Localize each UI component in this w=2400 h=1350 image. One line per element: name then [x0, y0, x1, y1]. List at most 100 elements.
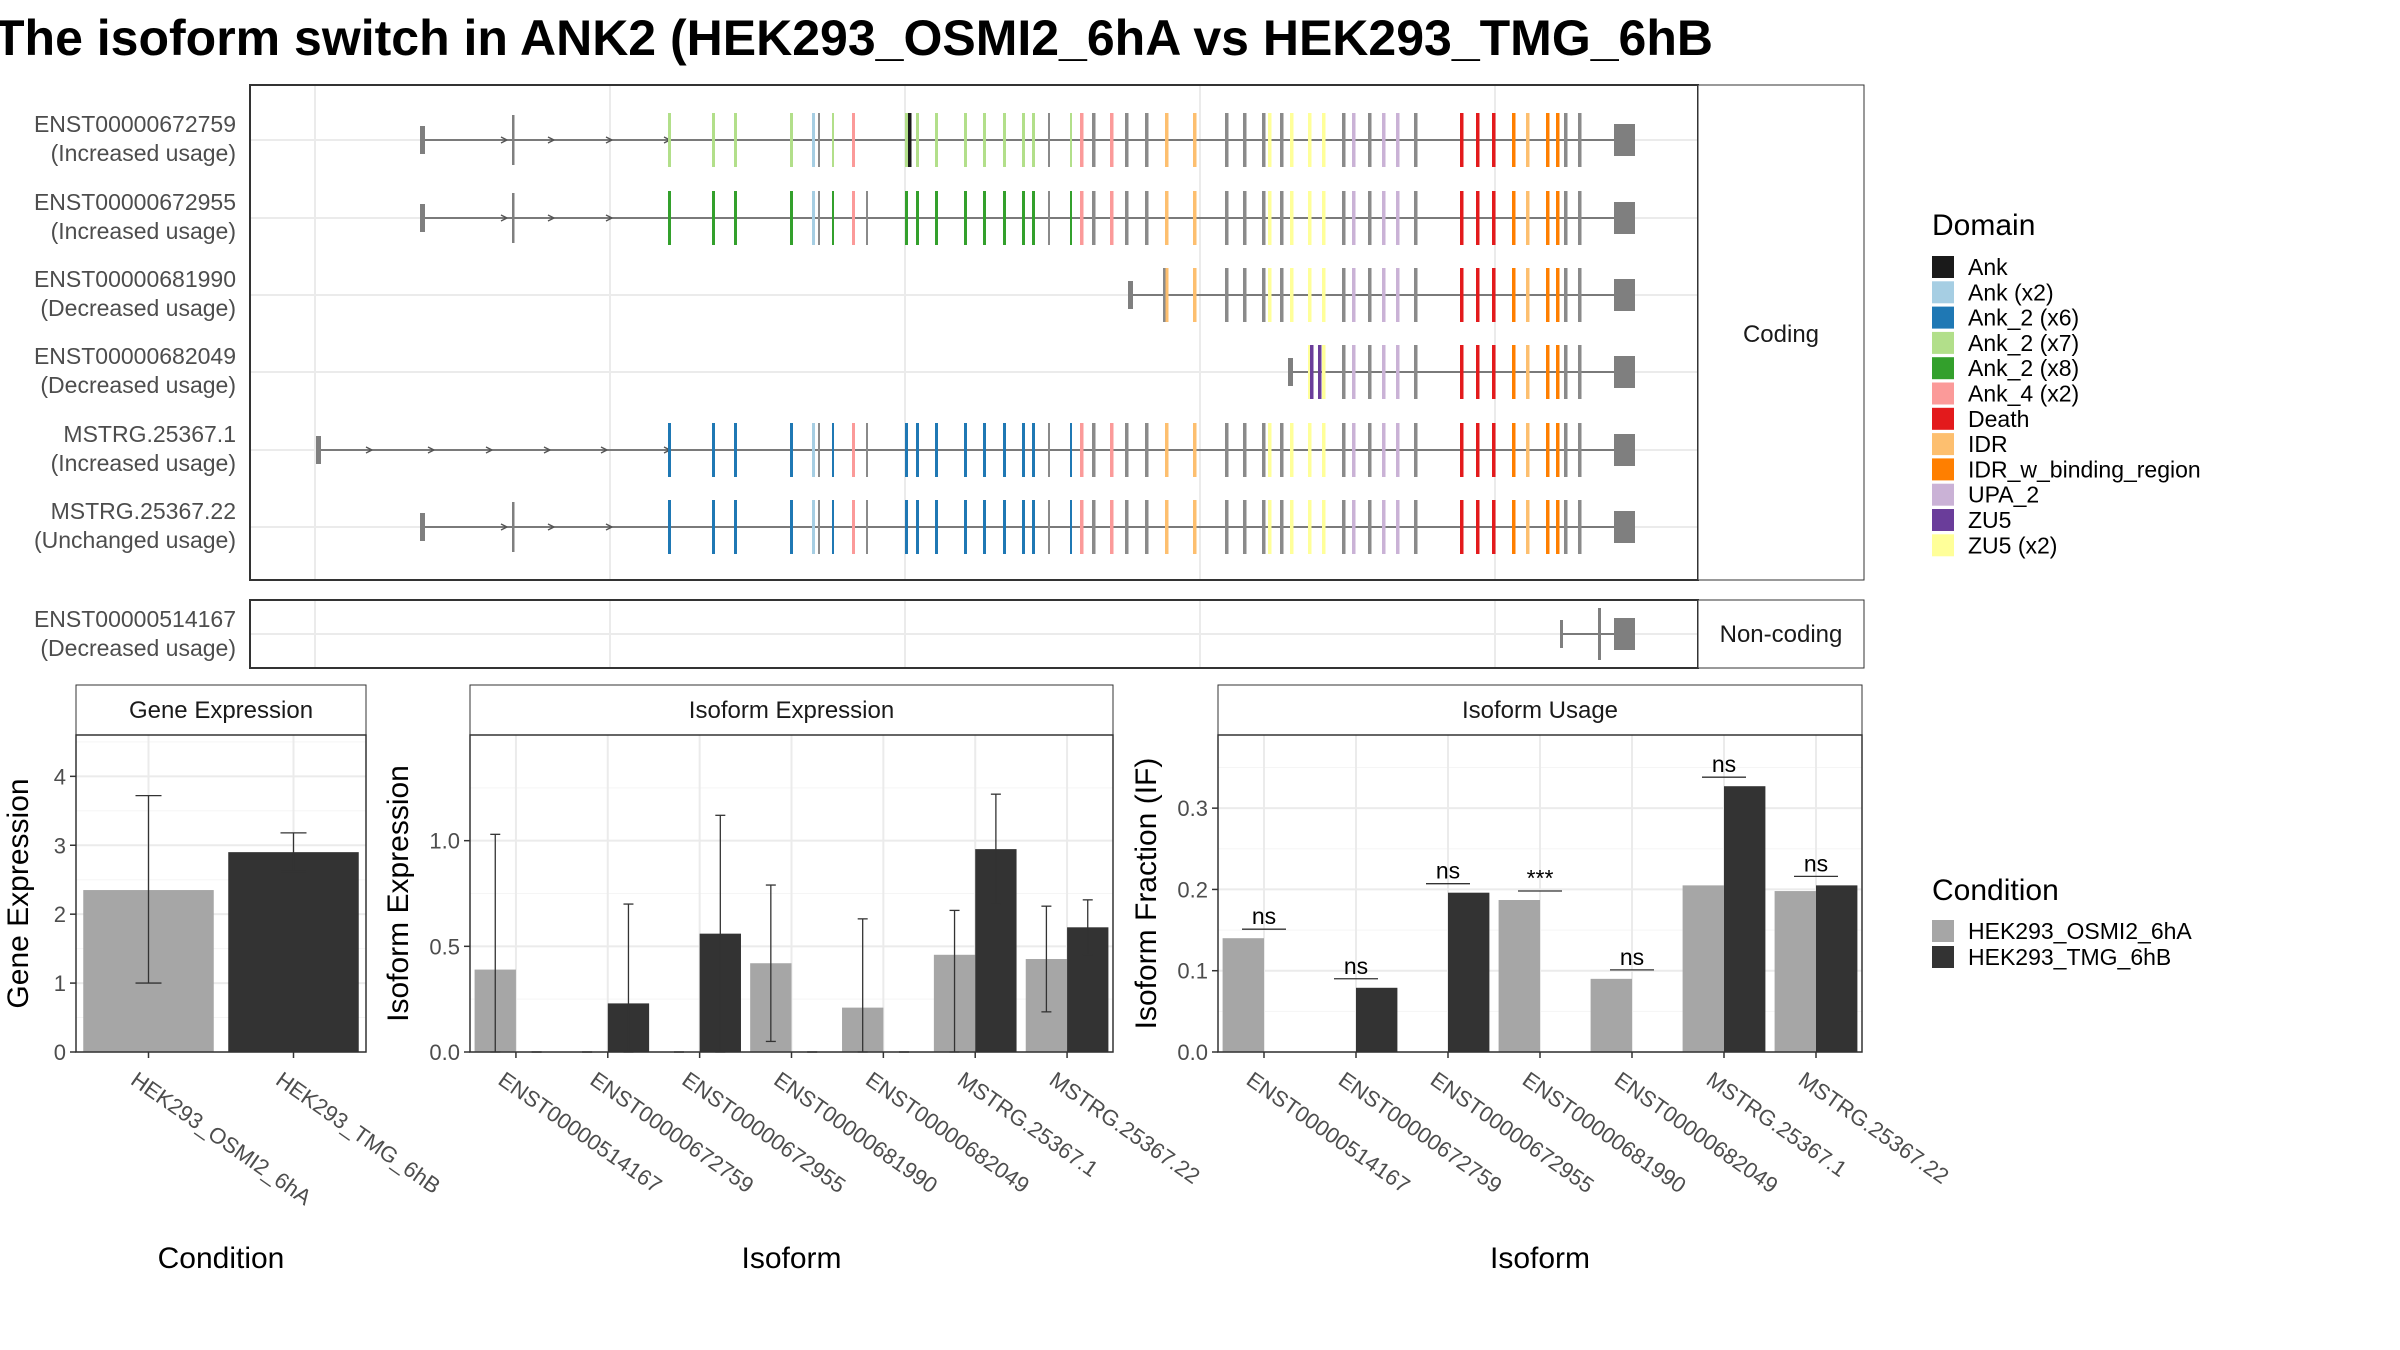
- exon-block: [1322, 500, 1326, 554]
- significance-label: ns: [1712, 751, 1736, 777]
- domain-legend-label: Ank (x2): [1968, 279, 2054, 305]
- condition-legend-title: Condition: [1932, 874, 2059, 907]
- exon-block: [712, 500, 715, 554]
- exon-block: [1032, 113, 1035, 167]
- bar-panel-3: Isoform Usage 0.0 0.1 0.2 0.3 ns ns ns *** ns ns ns…: [1130, 684, 1954, 1275]
- bar: [1774, 891, 1816, 1052]
- domain-legend-label: IDR: [1968, 431, 2008, 457]
- exon-block: [668, 113, 671, 167]
- panel-title: Gene Expression: [129, 697, 313, 724]
- exon-block: [1125, 113, 1129, 167]
- exon-block: [1382, 500, 1386, 554]
- exon-block: [1165, 113, 1169, 167]
- bar: [1222, 938, 1264, 1052]
- exon-block: [1526, 268, 1530, 322]
- exon-block: [1414, 423, 1418, 477]
- exon-block: [1414, 345, 1418, 399]
- condition-legend-label: HEK293_OSMI2_6hA: [1968, 918, 2192, 944]
- exon-block: [908, 113, 912, 167]
- exon-block: [1578, 268, 1582, 322]
- intron-arrow: [605, 214, 614, 222]
- exon-block: [790, 191, 793, 245]
- exon-block: [1546, 113, 1550, 167]
- exon-block: [1564, 345, 1568, 399]
- exon-block: [1460, 423, 1464, 477]
- condition-legend-swatch: [1932, 946, 1954, 968]
- exon-block: [905, 500, 908, 554]
- transcript-id-label: ENST00000672759: [34, 111, 236, 137]
- exon-block: [712, 423, 715, 477]
- panel-strip: [469, 684, 1114, 736]
- exon-block: [668, 500, 671, 554]
- exon-block: [916, 423, 919, 477]
- first-exon: [420, 126, 425, 154]
- last-exon: [1614, 202, 1635, 234]
- exon-block: [1546, 345, 1550, 399]
- exon-block: [1290, 268, 1294, 322]
- exon-block: [1564, 113, 1568, 167]
- exon-block: [1382, 191, 1386, 245]
- exon-block: [1414, 113, 1418, 167]
- x-tick-label: ENST00000681990: [1518, 1067, 1691, 1198]
- exon-block: [1110, 500, 1114, 554]
- exon-block: [916, 191, 919, 245]
- y-tick-label: 3: [54, 833, 66, 858]
- exon-block: [916, 500, 919, 554]
- exon-block: [1032, 423, 1035, 477]
- exon-block: [1308, 345, 1312, 399]
- exon-block: [1556, 345, 1560, 399]
- exon-block: [1414, 191, 1418, 245]
- transcript-usage-label: (Decreased usage): [40, 295, 236, 321]
- significance-label: ns: [1804, 850, 1828, 876]
- exon-block: [852, 191, 855, 245]
- exon-block: [1382, 268, 1386, 322]
- exon-block: [1163, 268, 1166, 322]
- intron-arrow: [543, 446, 552, 454]
- exon-block: [1268, 500, 1272, 554]
- intron-arrow: [500, 523, 509, 531]
- exon-block: [1342, 113, 1346, 167]
- exon-block: [1290, 423, 1294, 477]
- exon-block: [790, 423, 793, 477]
- exon-block: [1512, 345, 1516, 399]
- exon-block: [1225, 268, 1229, 322]
- exon-block: [1225, 500, 1229, 554]
- exon-block: [832, 423, 834, 477]
- y-tick-label: 1.0: [429, 829, 460, 854]
- exon-block: [1414, 500, 1418, 554]
- condition-legend-swatch: [1932, 920, 1954, 942]
- transcript-model: [1288, 345, 1635, 399]
- noncoding-strip-label: Non-coding: [1720, 621, 1843, 648]
- domain-legend-swatch: [1932, 458, 1954, 481]
- panel-title: Isoform Usage: [1462, 697, 1618, 724]
- exon-block: [1080, 500, 1084, 554]
- exon-block: [1080, 423, 1084, 477]
- transcript-structure-panel: Coding Non-coding ENST00000672759 (Increase…: [34, 84, 1865, 669]
- domain-legend-label: Ank_2 (x7): [1968, 330, 2079, 356]
- domain-legend-swatch: [1932, 331, 1954, 354]
- first-exon: [316, 436, 321, 464]
- transcript-usage-label: (Increased usage): [51, 218, 236, 244]
- y-axis-title: Isoform Fraction (IF): [1130, 758, 1163, 1030]
- domain-legend-label: Ank: [1968, 254, 2008, 280]
- exon-block: [1382, 423, 1386, 477]
- exon-block: [818, 113, 820, 167]
- exon-block: [1368, 268, 1372, 322]
- significance-label: ns: [1620, 944, 1644, 970]
- last-exon: [1614, 124, 1635, 156]
- exon-block: [1556, 268, 1560, 322]
- exon-block: [1070, 113, 1072, 167]
- bar: [1724, 786, 1766, 1052]
- exon-block: [1262, 268, 1266, 322]
- intron-arrow: [427, 446, 436, 454]
- transcript-model: [420, 113, 1635, 167]
- coding-panel-frame: [249, 84, 1699, 581]
- bar: [1498, 900, 1540, 1052]
- exon-block: [1262, 113, 1266, 167]
- transcript-id-label: MSTRG.25367.1: [63, 421, 236, 447]
- y-tick-label: 0.5: [429, 934, 460, 959]
- exon-block: [1460, 191, 1464, 245]
- domain-legend-swatch: [1932, 306, 1954, 329]
- significance-label: ns: [1436, 858, 1460, 884]
- exon-block: [1290, 500, 1294, 554]
